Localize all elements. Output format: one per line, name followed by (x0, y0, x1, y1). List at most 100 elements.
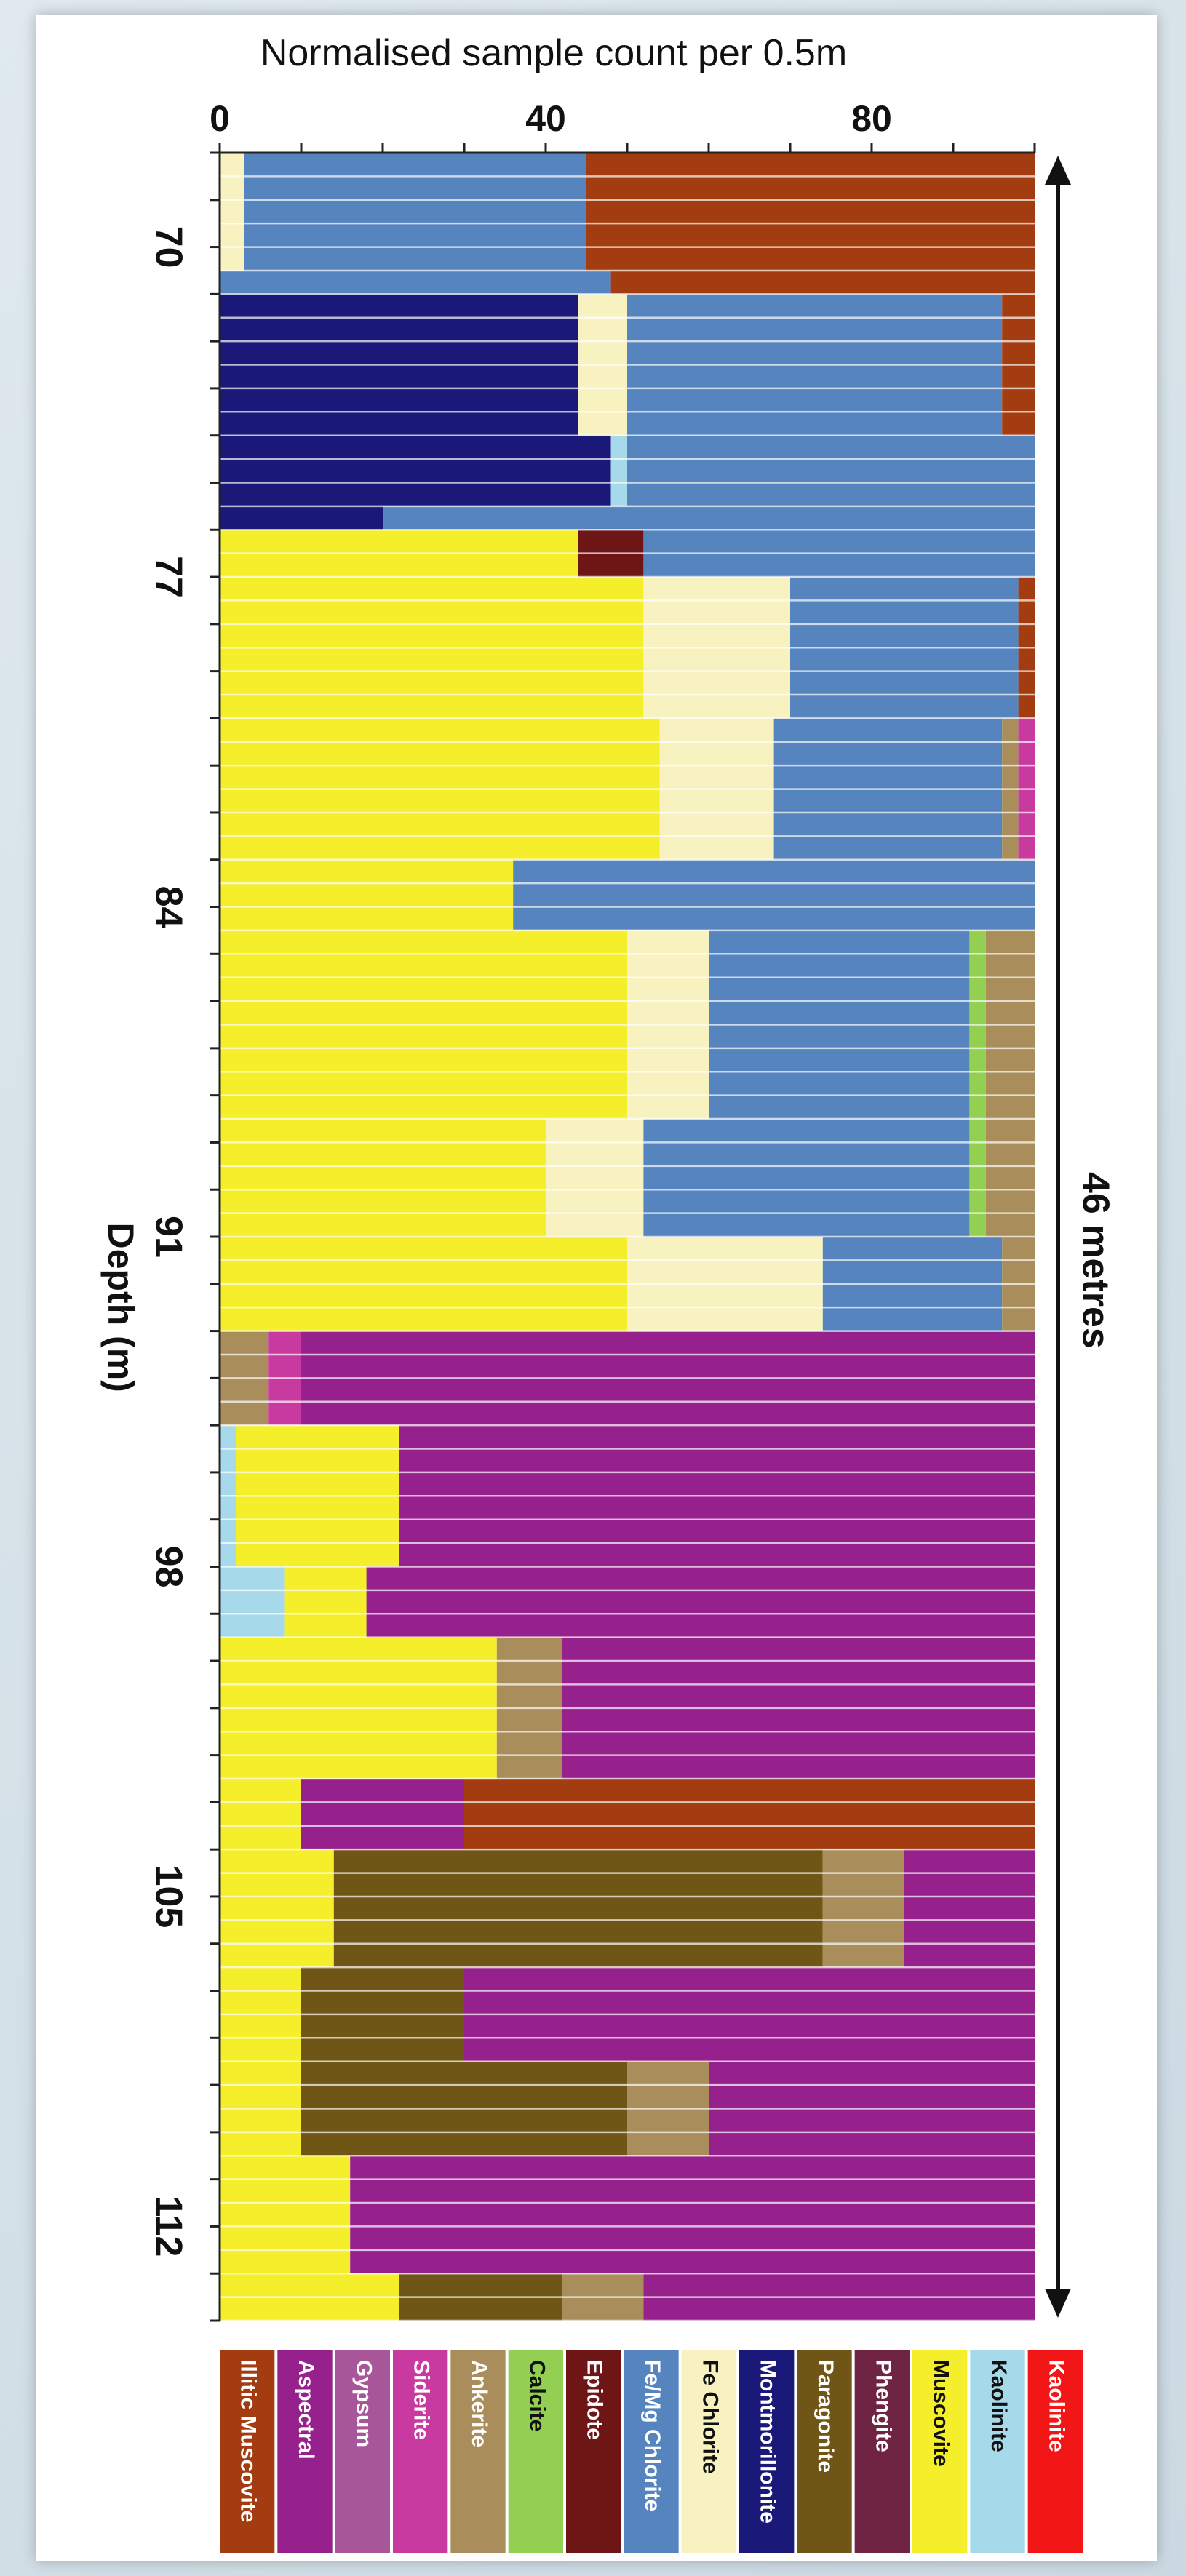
legend-label: Muscovite (929, 2360, 953, 2467)
chart-title: Normalised sample count per 0.5m (260, 32, 847, 74)
scale-arrow-head-bottom (1045, 2289, 1071, 2318)
depth-interval (220, 153, 1035, 271)
bar-segment (546, 1119, 644, 1237)
legend-label: Paragonite (813, 2360, 837, 2473)
legend-item: Kaolinite (1027, 2350, 1083, 2553)
bar-segment (333, 1849, 823, 1968)
depth-interval (220, 1849, 1035, 1968)
legend-item: Siderite (393, 2350, 448, 2553)
legend-swatch (566, 2350, 621, 2553)
bar-segment (220, 1119, 546, 1237)
chart-panel: Normalised sample count per 0.5m 0 40 80 7… (36, 15, 1157, 2561)
bar-segment (220, 2156, 351, 2274)
legend-swatch (681, 2350, 736, 2553)
legend-item: Calcite (508, 2350, 563, 2553)
legend-label: Fe Chlorite (698, 2360, 722, 2474)
bar-segment (220, 270, 611, 295)
y-tick-label: 70 (147, 226, 189, 268)
depth-interval (220, 1119, 1035, 1237)
bar-segment (350, 2156, 1035, 2274)
scale-annotation: 46 metres (1074, 1172, 1116, 1349)
bar-segment (284, 1566, 367, 1638)
x-tick-label: 80 (851, 98, 892, 139)
bar-segment (220, 1779, 301, 1850)
legend-item: Kaolinite (970, 2350, 1025, 2553)
legend-item: Epidote (566, 2350, 621, 2553)
bar-segment (383, 506, 1035, 530)
sample-lines (220, 151, 1035, 2322)
legend-swatch (220, 2350, 275, 2553)
legend-label: Calcite (525, 2360, 549, 2431)
legend-swatch (450, 2350, 506, 2553)
legend-label: Gypsum (351, 2360, 375, 2447)
bar-segment (220, 153, 244, 271)
legend-label: Ankerite (467, 2360, 491, 2447)
legend-item: Fe Chlorite (681, 2350, 736, 2553)
bar-segment (513, 859, 1035, 930)
depth-interval (220, 435, 1035, 506)
scale-arrow-head-top (1045, 156, 1071, 185)
legend-label: Kaolinite (987, 2360, 1011, 2452)
legend-item: Phengite (854, 2350, 910, 2553)
y-tick-label: 91 (147, 1216, 189, 1258)
legend-swatch (912, 2350, 968, 2553)
legend-label: Epidote (583, 2360, 607, 2440)
legend-swatch (508, 2350, 563, 2553)
depth-interval (220, 1779, 1035, 1850)
x-tick-label: 0 (210, 98, 230, 139)
legend-swatch (277, 2350, 333, 2553)
legend-item: Ankerite (450, 2350, 506, 2553)
legend-item: Gypsum (335, 2350, 390, 2553)
bar-segment (969, 1119, 986, 1237)
legend-label: Illitic Muscovite (236, 2360, 260, 2522)
mineralogy-chart: Normalised sample count per 0.5m 0 40 80 7… (100, 32, 1116, 2553)
legend-label: Siderite (410, 2360, 434, 2440)
bar-segment (366, 1566, 1035, 1638)
bar-segment (985, 1119, 1035, 1237)
bar-segment (643, 1119, 970, 1237)
depth-interval (220, 506, 1035, 530)
legend-swatch (854, 2350, 910, 2553)
legend-item: Fe/Mg Chlorite (624, 2350, 679, 2553)
bar-segment (220, 1566, 285, 1638)
legend-swatch (335, 2350, 390, 2553)
bar-segment (220, 1849, 334, 1968)
legend-item: Muscovite (912, 2350, 968, 2553)
y-tick-label: 84 (147, 886, 189, 928)
legend-swatch (1027, 2350, 1083, 2553)
depth-interval (220, 270, 1035, 295)
y-tick-label: 77 (147, 556, 189, 598)
legend-item: Montmorillonite (739, 2350, 795, 2553)
legend-label: Aspectral (294, 2360, 318, 2460)
bar-segment (904, 1849, 1035, 1968)
legend-item: Illitic Muscovite (220, 2350, 275, 2553)
legend-swatch (739, 2350, 795, 2553)
legend-label: Kaolinite (1044, 2360, 1068, 2452)
bar-segment (244, 153, 586, 271)
depth-interval (220, 2156, 1035, 2274)
bar-segment (464, 1779, 1035, 1850)
legend-swatch (393, 2350, 448, 2553)
bar-segment (586, 153, 1035, 271)
legend-item: Paragonite (797, 2350, 852, 2553)
bar-segment (822, 1849, 904, 1968)
x-tick-label: 40 (525, 98, 566, 139)
depth-interval (220, 1566, 1035, 1638)
legend-item: Aspectral (277, 2350, 333, 2553)
bar-segment (301, 1779, 464, 1850)
legend-swatch (970, 2350, 1025, 2553)
legend-swatch (797, 2350, 852, 2553)
legend-label: Fe/Mg Chlorite (640, 2360, 664, 2511)
legend-label: Montmorillonite (756, 2360, 780, 2524)
y-tick-label: 105 (147, 1865, 189, 1929)
depth-interval (220, 859, 1035, 930)
bar-segment (627, 435, 1035, 506)
y-tick-label: 98 (147, 1546, 189, 1588)
legend-label: Phengite (871, 2360, 895, 2452)
bar-segment (610, 435, 627, 506)
y-axis-label: Depth (m) (100, 1223, 141, 1392)
bar-segment (220, 859, 514, 930)
bar-segment (220, 435, 611, 506)
y-tick-label: 112 (147, 2196, 189, 2257)
bar-segment (610, 270, 1035, 295)
